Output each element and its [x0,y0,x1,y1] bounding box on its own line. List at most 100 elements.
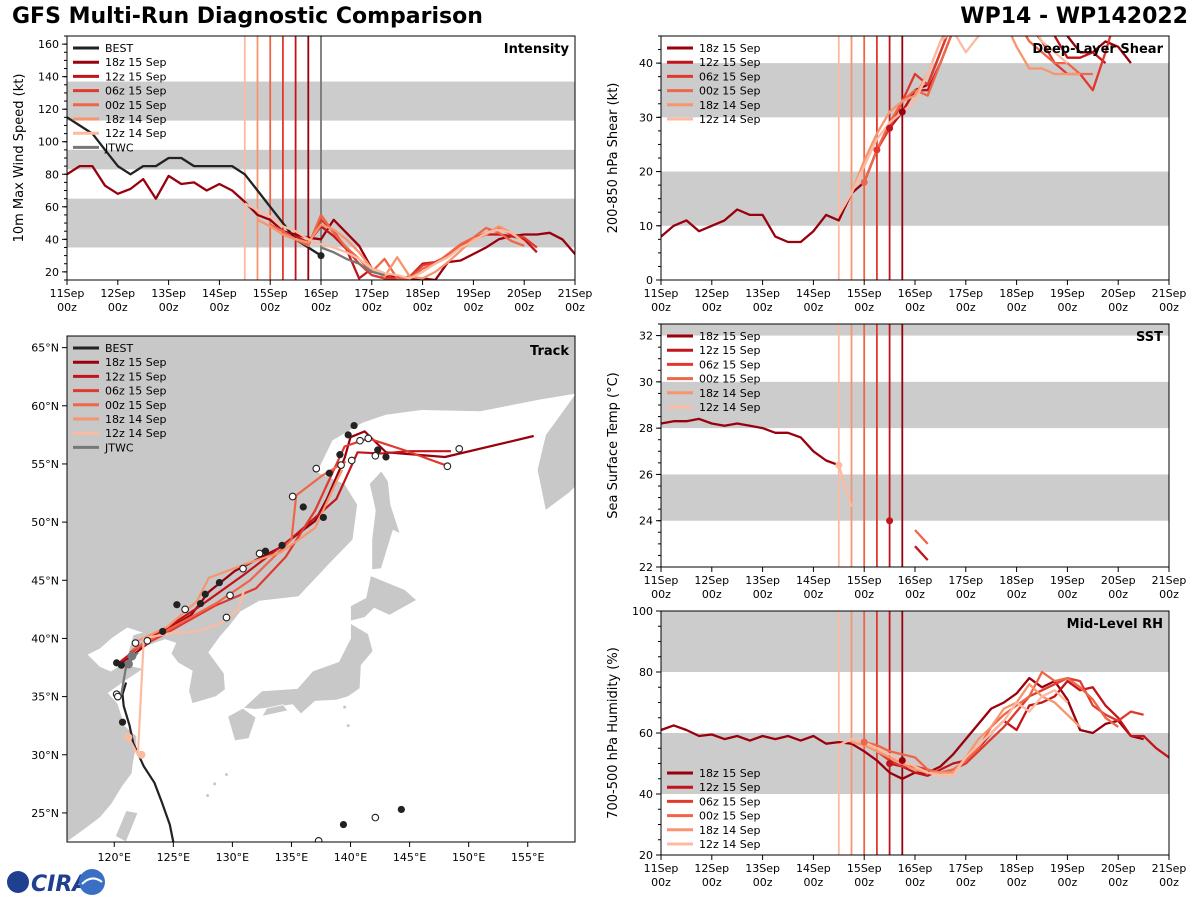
page-title: GFS Multi-Run Diagnostic Comparison [12,4,483,29]
x-tick-label-hour: 00z [854,301,874,314]
series-line-12z-14-sep [837,36,1069,216]
land-honshu [242,622,374,715]
x-tick-label-day: 19Sep [1050,574,1085,587]
panel-title: Deep-Layer Shear [1032,42,1163,57]
track-position-filled [278,541,286,549]
series-line-12z-15-sep [888,36,1107,129]
shaded-band [661,171,1169,226]
legend-label: JTWC [104,141,134,154]
x-tick-label-hour: 00z [651,876,671,889]
best-end-marker [317,252,325,260]
intensity-plot-area [67,36,575,280]
storm-id: WP14 - WP142022 [960,4,1188,29]
x-tick-label-day: 12Sep [694,574,729,587]
legend-label: 18z 14 Sep [105,413,167,426]
track-position-open [337,461,345,469]
panel-title: Intensity [504,42,570,57]
x-tick-label-day: 13Sep [745,862,780,875]
x-tick-label-hour: 00z [311,301,331,314]
y-tick-label: 40 [639,57,653,70]
track-position-open [371,451,380,460]
small-island [213,782,217,786]
legend-label: 12z 15 Sep [699,56,761,69]
init-marker [860,178,868,186]
x-tick-label-hour: 00z [159,301,179,314]
x-tick-label-day: 12Sep [100,287,135,300]
track-position-filled [319,513,327,522]
track-position-filled [325,469,333,477]
x-tick-label-hour: 00z [702,301,722,314]
track-position-filled [397,805,405,814]
legend-label: 12z 14 Sep [105,427,167,440]
track-position-filled [374,446,382,454]
track-position-filled [159,627,167,636]
track-line-18z-14-sep [137,469,344,642]
x-tick-label-hour: 00z [702,876,722,889]
y-tick-label: 40 [45,233,59,246]
x-tick-label-day: 12Sep [694,287,729,300]
series-line-18z-15-sep [661,676,1144,780]
x-tick-label-day: 20Sep [1101,574,1136,587]
track-panel: 120°E 125°E 130°E 135°E 140°E 145°E 150°E 155°E… [31,335,576,864]
cira-logo: CIRA [7,869,105,897]
init-marker [886,517,894,525]
lat-tick-label: 25°N [31,807,59,820]
legend-label: 12z 14 Sep [699,838,761,851]
x-tick-label-hour: 00z [514,301,534,314]
x-tick-label-hour: 00z [651,301,671,314]
x-tick-label-hour: 00z [57,301,77,314]
x-tick-label-hour: 00z [1007,876,1027,889]
legend-label: 00z 15 Sep [105,99,167,112]
x-tick-label-day: 21Sep [1152,862,1187,875]
track-position-open [255,549,264,558]
y-tick-label: 160 [38,38,59,51]
legend-label: 12z 15 Sep [699,344,761,357]
legend-label: 18z 15 Sep [699,42,761,55]
y-tick-label: 10 [639,220,653,233]
track-position-open [131,639,140,647]
y-tick-label: 20 [639,166,653,179]
lon-tick-label: 150°E [452,851,485,864]
y-tick-label: 80 [639,666,653,679]
legend-label: 12z 14 Sep [699,113,761,126]
x-tick-label-day: 21Sep [1152,574,1187,587]
legend-label: 18z 14 Sep [699,387,761,400]
shaded-band [661,474,1169,521]
x-tick-label-hour: 00z [260,301,280,314]
panel-title: Mid-Level RH [1067,617,1163,632]
legend-label: BEST [105,42,133,55]
x-tick-label-day: 15Sep [847,574,882,587]
x-tick-label-day: 21Sep [1152,287,1187,300]
x-tick-label-day: 18Sep [999,287,1034,300]
x-tick-label-day: 13Sep [745,287,780,300]
x-tick-label-hour: 00z [854,588,874,601]
x-tick-label-day: 17Sep [948,574,983,587]
y-tick-label: 60 [639,727,653,740]
x-tick-label-hour: 00z [565,301,585,314]
track-position-filled [117,661,125,669]
series-line-00z-15-sep [914,529,929,545]
track-position-filled [299,503,307,511]
lon-tick-label: 130°E [216,851,249,864]
land-hokkaido [350,575,418,622]
y-tick-label: 80 [45,168,59,181]
x-tick-label-day: 16Sep [898,862,933,875]
y-axis-label: 200-850 hPa Shear (kt) [606,83,621,234]
panel-title: Track [530,344,569,359]
x-tick-label-hour: 00z [210,301,230,314]
x-tick-label-day: 11Sep [50,287,85,300]
track-position-open [364,434,373,443]
x-tick-label-hour: 00z [1108,876,1128,889]
x-tick-label-day: 20Sep [507,287,542,300]
track-position-open [113,692,122,701]
track-position-filled [261,547,270,555]
track-position-open [314,836,323,842]
satellite-swirl [81,877,103,885]
track-position-open [181,605,189,614]
legend-label: BEST [105,342,133,355]
x-tick-label-day: 20Sep [1101,287,1136,300]
lon-tick-label: 140°E [334,851,367,864]
x-tick-label-day: 16Sep [304,287,339,300]
intensity-panel: 2040608010012014016011Sep00z12Sep00z13Se… [12,35,592,314]
